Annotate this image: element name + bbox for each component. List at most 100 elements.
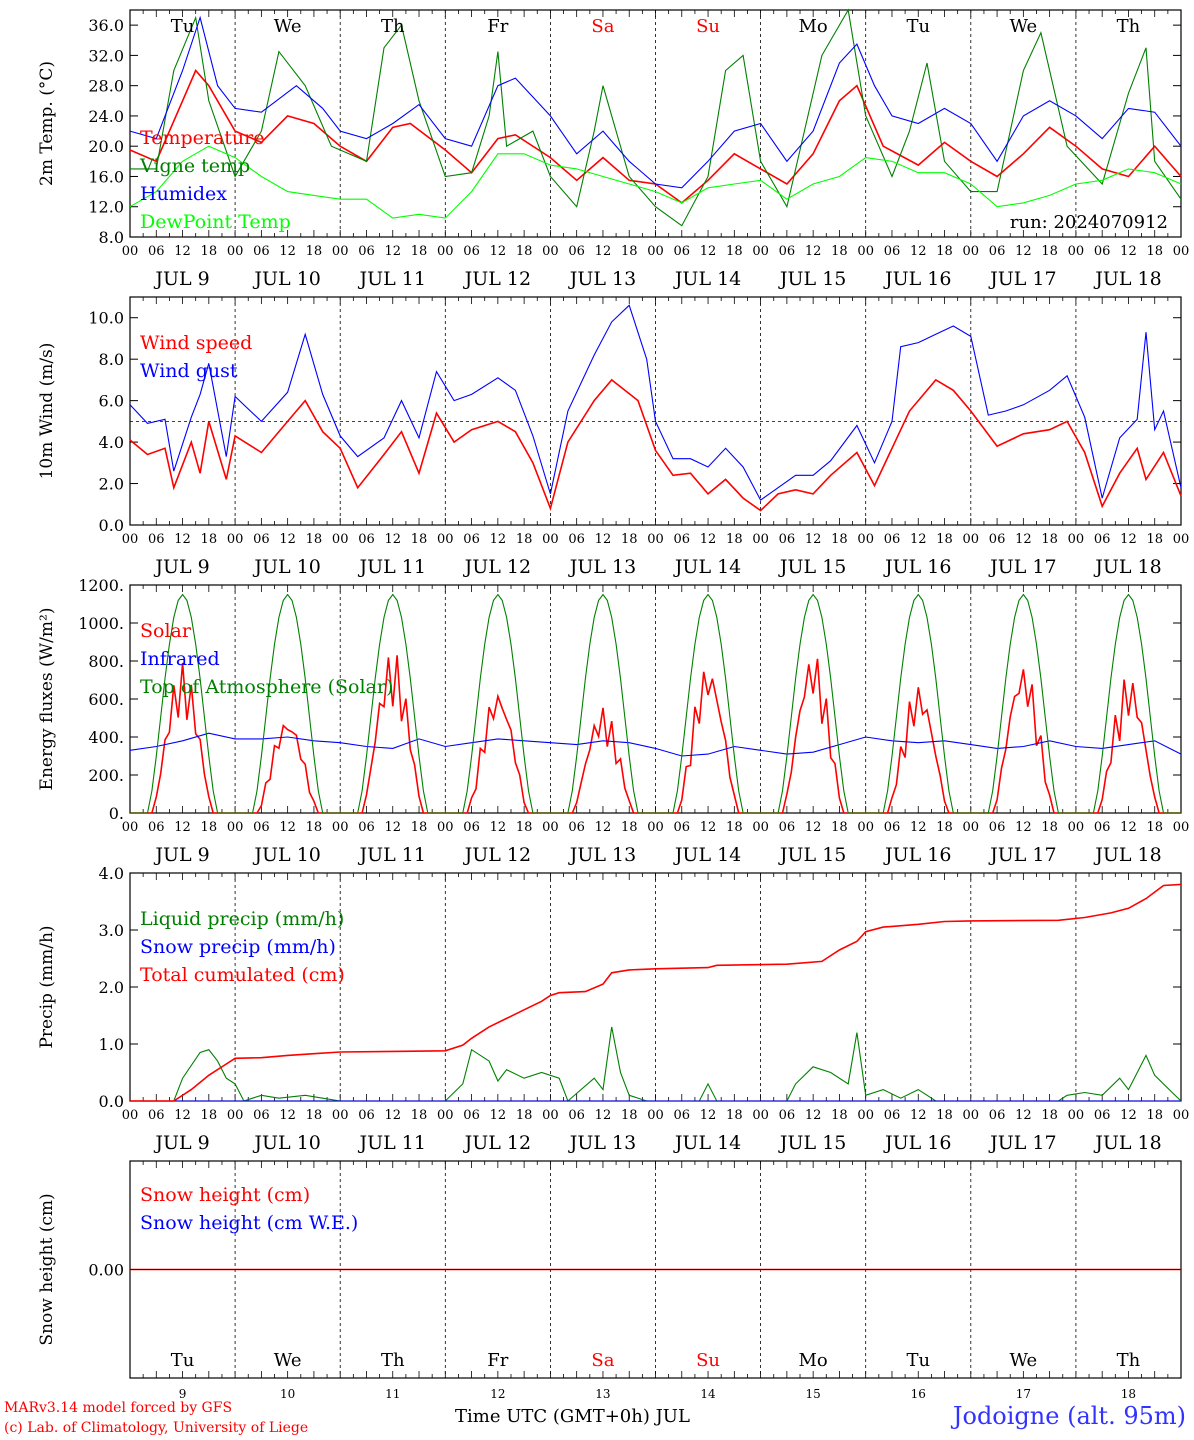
day-name: Tu [171,16,195,37]
hour-label: 00 [122,1108,139,1123]
y-tick-label: 6.0 [99,392,124,411]
hour-label: 06 [989,1108,1006,1123]
hour-label: 00 [437,1108,454,1123]
date-label: JUL 15 [778,1132,846,1154]
hour-label: 06 [779,244,796,259]
date-label: JUL 12 [463,268,531,290]
hour-label: 12 [279,244,296,259]
y-tick-label: 12.0 [88,198,124,217]
date-label: JUL 14 [673,268,741,290]
hour-label: 18 [831,532,848,547]
hour-label: 00 [227,244,244,259]
y-tick-label: 3.0 [99,921,124,940]
x-axis-title: Time UTC (GMT+0h) JUL [455,1406,690,1427]
hour-label: 18 [411,1108,428,1123]
hour-label: 18 [516,244,533,259]
series-dewpoint-temp [129,145,1182,219]
y-tick-label: 0. [109,804,124,823]
legend-entry: Snow precip (mm/h) [140,936,336,958]
day-name: We [1010,16,1038,37]
hour-label: 12 [805,532,822,547]
hour-label: 12 [700,532,717,547]
y-tick-label: 28.0 [88,77,124,96]
hour-label: 00 [963,532,980,547]
day-name: We [274,1350,302,1371]
y-tick-label: 0.0 [99,516,124,535]
hour-label: 12 [384,1108,401,1123]
day-name: Fr [487,1350,508,1371]
day-name: Tu [906,1350,930,1371]
hour-label: 00 [332,820,349,835]
hour-label: 06 [1094,244,1111,259]
hour-label: 18 [201,820,218,835]
hour-label: 18 [1146,532,1163,547]
y-tick-label: 10.0 [88,309,124,328]
hour-label: 06 [989,820,1006,835]
y-axis-label: Precip (mm/h) [37,925,57,1048]
hour-label: 06 [674,532,691,547]
hour-label: 18 [936,244,953,259]
hour-label: 00 [857,1108,874,1123]
hour-label: 00 [437,820,454,835]
hour-label: 06 [568,1108,585,1123]
hour-label: 06 [989,244,1006,259]
hour-label: 06 [253,532,270,547]
hour-label: 18 [1041,1108,1058,1123]
hour-label: 12 [490,1108,507,1123]
hour-label: 06 [148,1108,165,1123]
y-axis-label: 2m Temp. (°C) [37,61,57,186]
hour-label: 06 [148,820,165,835]
legend-entry: Snow height (cm W.E.) [140,1212,358,1234]
day-name: We [274,16,302,37]
hour-label: 00 [857,532,874,547]
hour-label: 00 [752,820,769,835]
date-label: JUL 18 [1093,268,1161,290]
date-label: JUL 13 [568,268,636,290]
hour-label: 06 [463,820,480,835]
hour-label: 12 [910,532,927,547]
model-credit: MARv3.14 model forced by GFS [4,1400,233,1416]
y-tick-label: 36.0 [88,16,124,35]
hour-label: 00 [1173,1108,1190,1123]
hour-label: 00 [437,244,454,259]
hour-label: 18 [516,532,533,547]
hour-label: 18 [726,244,743,259]
hour-label: 18 [726,820,743,835]
day-number: 17 [1016,1387,1031,1401]
y-tick-label: 400. [88,728,124,747]
hour-label: 06 [358,820,375,835]
day-name: Su [696,16,720,37]
day-number: 11 [385,1387,400,1401]
hour-label: 00 [542,1108,559,1123]
legend-entry: Temperature [140,127,264,149]
hour-label: 12 [910,1108,927,1123]
hour-label: 00 [752,244,769,259]
legend-entry: Humidex [140,183,227,205]
hour-label: 00 [1068,820,1085,835]
hour-label: 00 [647,820,664,835]
y-tick-label: 24.0 [88,107,124,126]
hour-label: 18 [516,820,533,835]
hour-label: 00 [542,532,559,547]
date-label: JUL 9 [153,844,209,866]
hour-label: 00 [1068,244,1085,259]
hour-label: 00 [542,820,559,835]
hour-label: 00 [227,532,244,547]
date-label: JUL 13 [568,844,636,866]
hour-label: 12 [279,820,296,835]
date-label: JUL 14 [673,1132,741,1154]
hour-label: 06 [674,1108,691,1123]
hour-label: 18 [831,244,848,259]
hour-label: 00 [1068,1108,1085,1123]
hour-label: 00 [437,532,454,547]
y-tick-label: 200. [88,766,124,785]
hour-label: 06 [884,244,901,259]
hour-label: 12 [595,820,612,835]
hour-label: 06 [148,244,165,259]
hour-label: 06 [148,532,165,547]
series-infrared [129,732,1182,757]
hour-label: 12 [384,820,401,835]
hour-label: 00 [332,1108,349,1123]
hour-label: 06 [463,244,480,259]
hour-label: 18 [1146,820,1163,835]
